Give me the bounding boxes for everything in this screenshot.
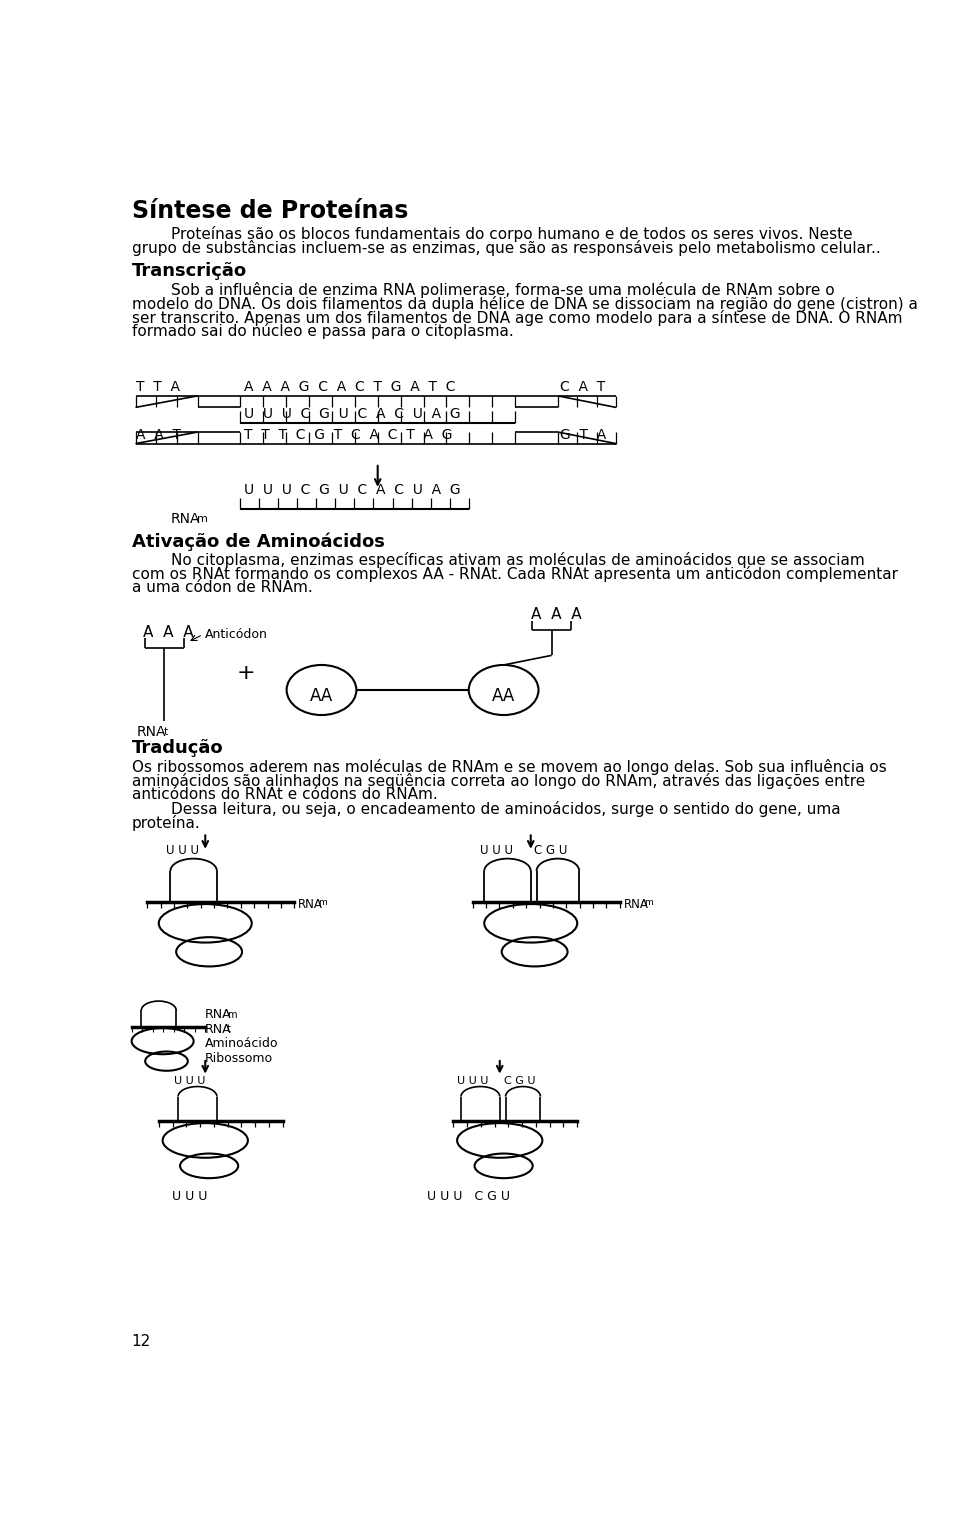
Text: RNA: RNA	[299, 897, 324, 911]
Text: t: t	[163, 727, 168, 736]
Text: Proteínas são os blocos fundamentais do corpo humano e de todos os seres vivos. : Proteínas são os blocos fundamentais do …	[132, 226, 852, 242]
Text: aminoácidos são alinhados na seqüência correta ao longo do RNAm, através das lig: aminoácidos são alinhados na seqüência c…	[132, 773, 865, 789]
Text: T  T  T  C  G  T  C  A  C  T  A  G: T T T C G T C A C T A G	[244, 429, 452, 442]
Text: Transcrição: Transcrição	[132, 262, 247, 280]
Text: G  T  A: G T A	[561, 429, 607, 442]
Text: AA: AA	[310, 688, 333, 704]
Text: U  U  U  C  G  U  C  A  C  U  A  G: U U U C G U C A C U A G	[244, 483, 461, 497]
Text: a uma códon de RNAm.: a uma códon de RNAm.	[132, 580, 312, 595]
Text: ser transcrito. Apenas um dos filamentos de DNA age como modelo para a síntese d: ser transcrito. Apenas um dos filamentos…	[132, 309, 902, 326]
Text: C G U: C G U	[534, 844, 567, 857]
Text: A  A  A  G  C  A  C  T  G  A  T  C: A A A G C A C T G A T C	[244, 380, 455, 394]
Text: m: m	[644, 898, 653, 907]
Text: m: m	[319, 898, 327, 907]
Text: A  A  A: A A A	[143, 624, 194, 639]
Text: com os RNAt formando os complexos AA - RNAt. Cada RNAt apresenta um anticódon co: com os RNAt formando os complexos AA - R…	[132, 567, 898, 582]
Text: T  T  A: T T A	[135, 380, 180, 394]
Text: U U U: U U U	[480, 844, 514, 857]
Text: RNA: RNA	[137, 724, 166, 739]
Text: Os ribossomos aderem nas moléculas de RNAm e se movem ao longo delas. Sob sua in: Os ribossomos aderem nas moléculas de RN…	[132, 759, 886, 776]
Text: RNA: RNA	[205, 1023, 232, 1036]
Text: Dessa leitura, ou seja, o encadeamento de aminoácidos, surge o sentido do gene, : Dessa leitura, ou seja, o encadeamento d…	[132, 801, 840, 817]
Text: C  A  T: C A T	[561, 380, 606, 394]
Text: U U U   C G U: U U U C G U	[427, 1191, 511, 1203]
Text: m: m	[198, 514, 208, 524]
Text: anticódons do RNAt e códons do RNAm.: anticódons do RNAt e códons do RNAm.	[132, 786, 438, 801]
Text: grupo de substâncias incluem-se as enzimas, que são as responsáveis pelo metabol: grupo de substâncias incluem-se as enzim…	[132, 241, 880, 256]
Text: A  A  T: A A T	[135, 429, 180, 442]
Text: RNA: RNA	[170, 512, 200, 526]
Text: m: m	[227, 1009, 236, 1020]
Text: C G U: C G U	[504, 1076, 536, 1086]
Text: proteína.: proteína.	[132, 815, 201, 830]
Text: Ativação de Aminoácidos: Ativação de Aminoácidos	[132, 532, 385, 550]
Text: Tradução: Tradução	[132, 738, 224, 756]
Text: U U U: U U U	[457, 1076, 489, 1086]
Text: Ribossomo: Ribossomo	[205, 1051, 274, 1065]
Text: formado sai do núcleo e passa para o citoplasma.: formado sai do núcleo e passa para o cit…	[132, 324, 514, 339]
Text: A  A  A: A A A	[531, 608, 582, 621]
Text: modelo do DNA. Os dois filamentos da dupla hélice de DNA se dissociam na região : modelo do DNA. Os dois filamentos da dup…	[132, 295, 918, 312]
Text: RNA: RNA	[205, 1007, 232, 1021]
Text: RNA: RNA	[624, 897, 649, 911]
Text: U U U: U U U	[166, 844, 200, 857]
Text: AA: AA	[492, 688, 516, 704]
Text: U U U: U U U	[172, 1191, 207, 1203]
Text: Aminoácido: Aminoácido	[205, 1038, 278, 1050]
Text: U  U  U  C  G  U  C  A  C  U  A  G: U U U C G U C A C U A G	[244, 406, 461, 421]
Text: Anticódon: Anticódon	[205, 629, 268, 641]
Text: +: +	[236, 664, 254, 683]
Text: t: t	[227, 1024, 230, 1035]
Text: Síntese de Proteínas: Síntese de Proteínas	[132, 198, 408, 223]
Text: 12: 12	[132, 1335, 151, 1350]
Text: No citoplasma, enzimas específicas ativam as moléculas de aminoácidos que se ass: No citoplasma, enzimas específicas ativa…	[132, 551, 864, 568]
Text: Sob a influência de enzima RNA polimerase, forma-se uma molécula de RNAm sobre o: Sob a influência de enzima RNA polimeras…	[132, 282, 834, 298]
Text: U U U: U U U	[175, 1076, 205, 1086]
